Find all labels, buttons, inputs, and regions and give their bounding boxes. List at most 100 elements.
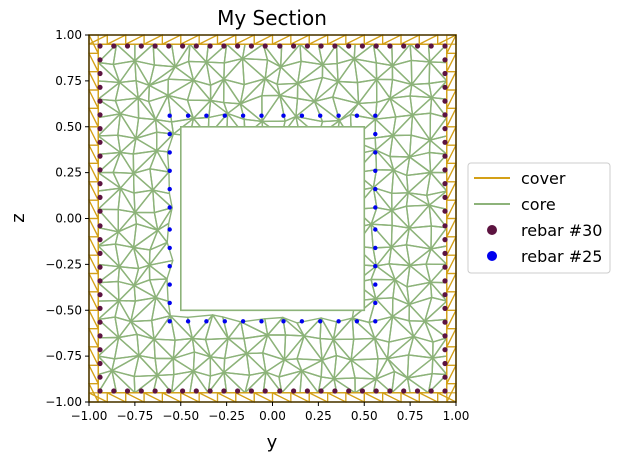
core-mesh-triangle bbox=[148, 64, 176, 87]
rebar-30-point bbox=[124, 388, 131, 394]
rebar-30-point bbox=[304, 43, 310, 49]
cover-mesh-triangle bbox=[272, 34, 292, 45]
rebar-30-point bbox=[442, 305, 448, 311]
cover-mesh-triangle bbox=[235, 392, 255, 403]
cover-mesh-triangle bbox=[125, 392, 145, 403]
core-mesh-triangle bbox=[113, 336, 140, 360]
y-tick-label: −0.75 bbox=[45, 349, 82, 363]
rebar-30-point bbox=[138, 388, 144, 394]
cover-mesh-triangle bbox=[446, 107, 457, 128]
x-axis-ticks: −1.00 −0.75 −0.50 −0.25 0.00 0.25 0.50 0.75 1.00 bbox=[71, 402, 469, 423]
cover-mesh-triangle bbox=[446, 126, 457, 146]
rebar-25-point bbox=[167, 150, 172, 155]
core-mesh-triangle bbox=[370, 278, 396, 300]
core-mesh-triangle bbox=[409, 95, 433, 116]
core-mesh-triangle bbox=[155, 278, 169, 302]
x-tick-label: 0.50 bbox=[351, 409, 378, 423]
core-mesh-triangle bbox=[132, 137, 158, 155]
cover-mesh-triangle bbox=[446, 291, 457, 311]
rebar-30-point bbox=[442, 347, 448, 353]
rebar-30-point bbox=[291, 43, 297, 49]
cover-mesh-triangle bbox=[88, 89, 99, 109]
cover-mesh-triangle bbox=[162, 392, 182, 403]
cover-mesh-triangle bbox=[180, 392, 200, 403]
cover-mesh-triangle bbox=[88, 364, 99, 384]
cover-mesh-triangle bbox=[446, 71, 457, 91]
rebar-30-point bbox=[180, 388, 186, 394]
core-mesh-triangle bbox=[187, 60, 208, 82]
core-mesh-triangle bbox=[264, 316, 284, 336]
rebar-30-point bbox=[97, 98, 103, 104]
rebar-30-point bbox=[97, 153, 103, 159]
rebar-30-point bbox=[248, 43, 254, 49]
core-mesh-triangle bbox=[134, 43, 154, 62]
core-mesh-triangle bbox=[221, 316, 242, 340]
rebar-30-point bbox=[262, 43, 268, 49]
rebar-30-point bbox=[166, 388, 172, 394]
cover-mesh-triangle bbox=[143, 392, 163, 403]
core-mesh-triangle bbox=[280, 43, 301, 68]
cover-mesh-triangle bbox=[364, 34, 384, 45]
y-tick-label: −0.25 bbox=[45, 257, 82, 271]
core-mesh-triangle bbox=[114, 81, 139, 102]
rebar-30-point bbox=[442, 84, 448, 90]
core-mesh-triangle bbox=[153, 338, 176, 360]
rebar-30-point bbox=[277, 388, 283, 394]
cover-mesh-triangle bbox=[400, 392, 420, 403]
rebar-30-point bbox=[111, 388, 117, 394]
core-mesh-triangle bbox=[350, 337, 376, 361]
legend-swatch-rebar-30 bbox=[487, 225, 497, 235]
rebar-30-point bbox=[442, 70, 448, 77]
rebar-30-point bbox=[401, 43, 407, 49]
core-mesh-triangle bbox=[204, 337, 229, 358]
rebar-25-point bbox=[373, 150, 378, 155]
rebar-30-point bbox=[97, 84, 103, 90]
rebar-30-point bbox=[152, 388, 158, 394]
core-mesh-triangle bbox=[408, 151, 432, 174]
rebar-25-point bbox=[318, 113, 323, 118]
rebar-30-point bbox=[97, 126, 103, 132]
core-mesh-triangle bbox=[133, 189, 154, 214]
rebar-25-point bbox=[318, 319, 323, 324]
rebar-25-point bbox=[373, 205, 378, 210]
rebar-25-point bbox=[185, 113, 191, 118]
rebar-25-point bbox=[167, 131, 172, 137]
y-tick-label: −1.00 bbox=[45, 395, 82, 409]
rebar-25-point bbox=[167, 319, 172, 324]
cover-mesh-triangle bbox=[88, 107, 99, 128]
cover-mesh-triangle bbox=[88, 181, 99, 201]
rebar-30-point bbox=[97, 278, 103, 284]
rebar-30-point bbox=[97, 360, 103, 367]
core-mesh-triangle bbox=[156, 149, 170, 173]
cover-mesh-triangle bbox=[180, 34, 200, 45]
core-mesh-triangle bbox=[154, 357, 175, 377]
rebar-25-point bbox=[167, 168, 172, 173]
rebar-30-point bbox=[166, 43, 172, 49]
cover-mesh-triangle bbox=[217, 34, 237, 45]
legend-label-core: core bbox=[521, 195, 556, 214]
rebar-25-point bbox=[167, 205, 172, 210]
rebar-30-point bbox=[332, 388, 338, 394]
rebar-30-point bbox=[442, 208, 448, 214]
rebar-30-point bbox=[138, 43, 144, 49]
y-axis-ticks: −1.00 −0.75 −0.50 −0.25 0.00 0.25 0.50 0.75 1.00 bbox=[45, 28, 89, 409]
cover-mesh-triangle bbox=[308, 392, 329, 403]
cover-mesh-triangle bbox=[290, 392, 310, 403]
core-mesh-triangle bbox=[337, 80, 360, 105]
rebar-30-point bbox=[97, 43, 103, 49]
core-mesh-triangle bbox=[189, 43, 210, 63]
rebar-30-point bbox=[442, 98, 448, 104]
rebar-30-point bbox=[414, 43, 421, 49]
rebar-30-point bbox=[359, 43, 365, 49]
core-mesh-triangle bbox=[241, 57, 269, 80]
rebar-25-point bbox=[299, 319, 305, 324]
rebar-25-point bbox=[373, 245, 378, 251]
cover-mesh-triangle bbox=[446, 236, 457, 256]
core-mesh-triangle bbox=[186, 314, 214, 340]
rebar-30-point bbox=[207, 388, 213, 394]
rebar-25-point bbox=[222, 319, 227, 324]
core-mesh-triangle bbox=[119, 172, 135, 194]
core-mesh-triangle bbox=[389, 155, 411, 171]
rebar-25-point bbox=[167, 186, 172, 192]
